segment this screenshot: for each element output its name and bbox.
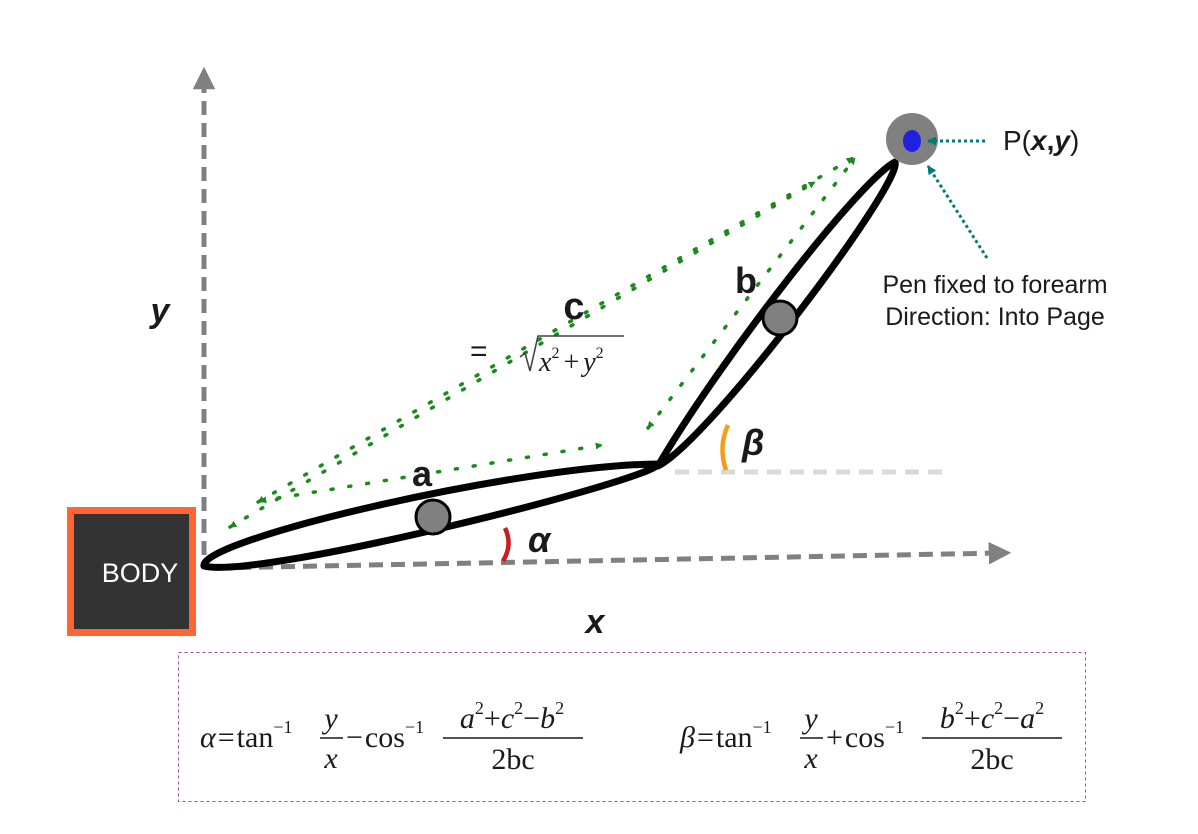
beta-formula-denominator: 2bc — [970, 743, 1013, 776]
reach-equals: = — [470, 335, 488, 368]
forearm-link — [654, 158, 899, 470]
x-axis-label: x — [584, 603, 607, 641]
alpha-formula-x: x — [323, 742, 338, 775]
beta-formula-cos: +cos−1 — [826, 717, 904, 754]
beta-formula: β=tan−1 y x +cos−1 b2+c2−a2 2bc — [679, 698, 1062, 776]
beta-formula-numerator: b2+c2−a2 — [940, 698, 1044, 735]
upper-arm-label: a — [412, 453, 433, 494]
upper-arm-length-arrow — [258, 442, 604, 504]
forearm-label: b — [735, 260, 757, 301]
reach-formula: x2 + y2 — [538, 345, 604, 378]
pen-point-label: P(x,y) — [1003, 125, 1079, 156]
pen-note-line1: Pen fixed to forearm — [882, 271, 1107, 299]
alpha-formula-lhs: α=tan−1 — [200, 717, 292, 754]
y-axis-label: y — [149, 292, 172, 330]
body-label: BODY — [102, 558, 179, 588]
beta-label: β — [741, 422, 764, 463]
reach-label: c — [563, 286, 584, 328]
pen-note-line2: Direction: Into Page — [885, 303, 1105, 331]
sqrt-symbol — [519, 335, 624, 372]
upper-arm-joint — [414, 498, 452, 536]
forearm-length-arrow — [646, 156, 857, 430]
forearm-joint — [761, 299, 799, 337]
pen-dot — [903, 130, 921, 152]
beta-formula-y: y — [801, 702, 818, 735]
body-box — [67, 507, 196, 636]
beta-angle-arc — [720, 424, 731, 471]
beta-formula-lhs: β=tan−1 — [679, 717, 772, 754]
alpha-label: α — [528, 519, 552, 560]
alpha-angle-arc — [501, 527, 511, 563]
alpha-formula: α=tan−1 y x −cos−1 a2+c2−b2 2bc — [200, 698, 583, 776]
pen-note-arrow — [926, 165, 989, 259]
beta-formula-x: x — [803, 742, 818, 775]
alpha-formula-numerator: a2+c2−b2 — [460, 698, 564, 735]
alpha-formula-y: y — [321, 702, 338, 735]
alpha-formula-cos: −cos−1 — [346, 717, 424, 754]
alpha-formula-denominator: 2bc — [491, 743, 534, 776]
